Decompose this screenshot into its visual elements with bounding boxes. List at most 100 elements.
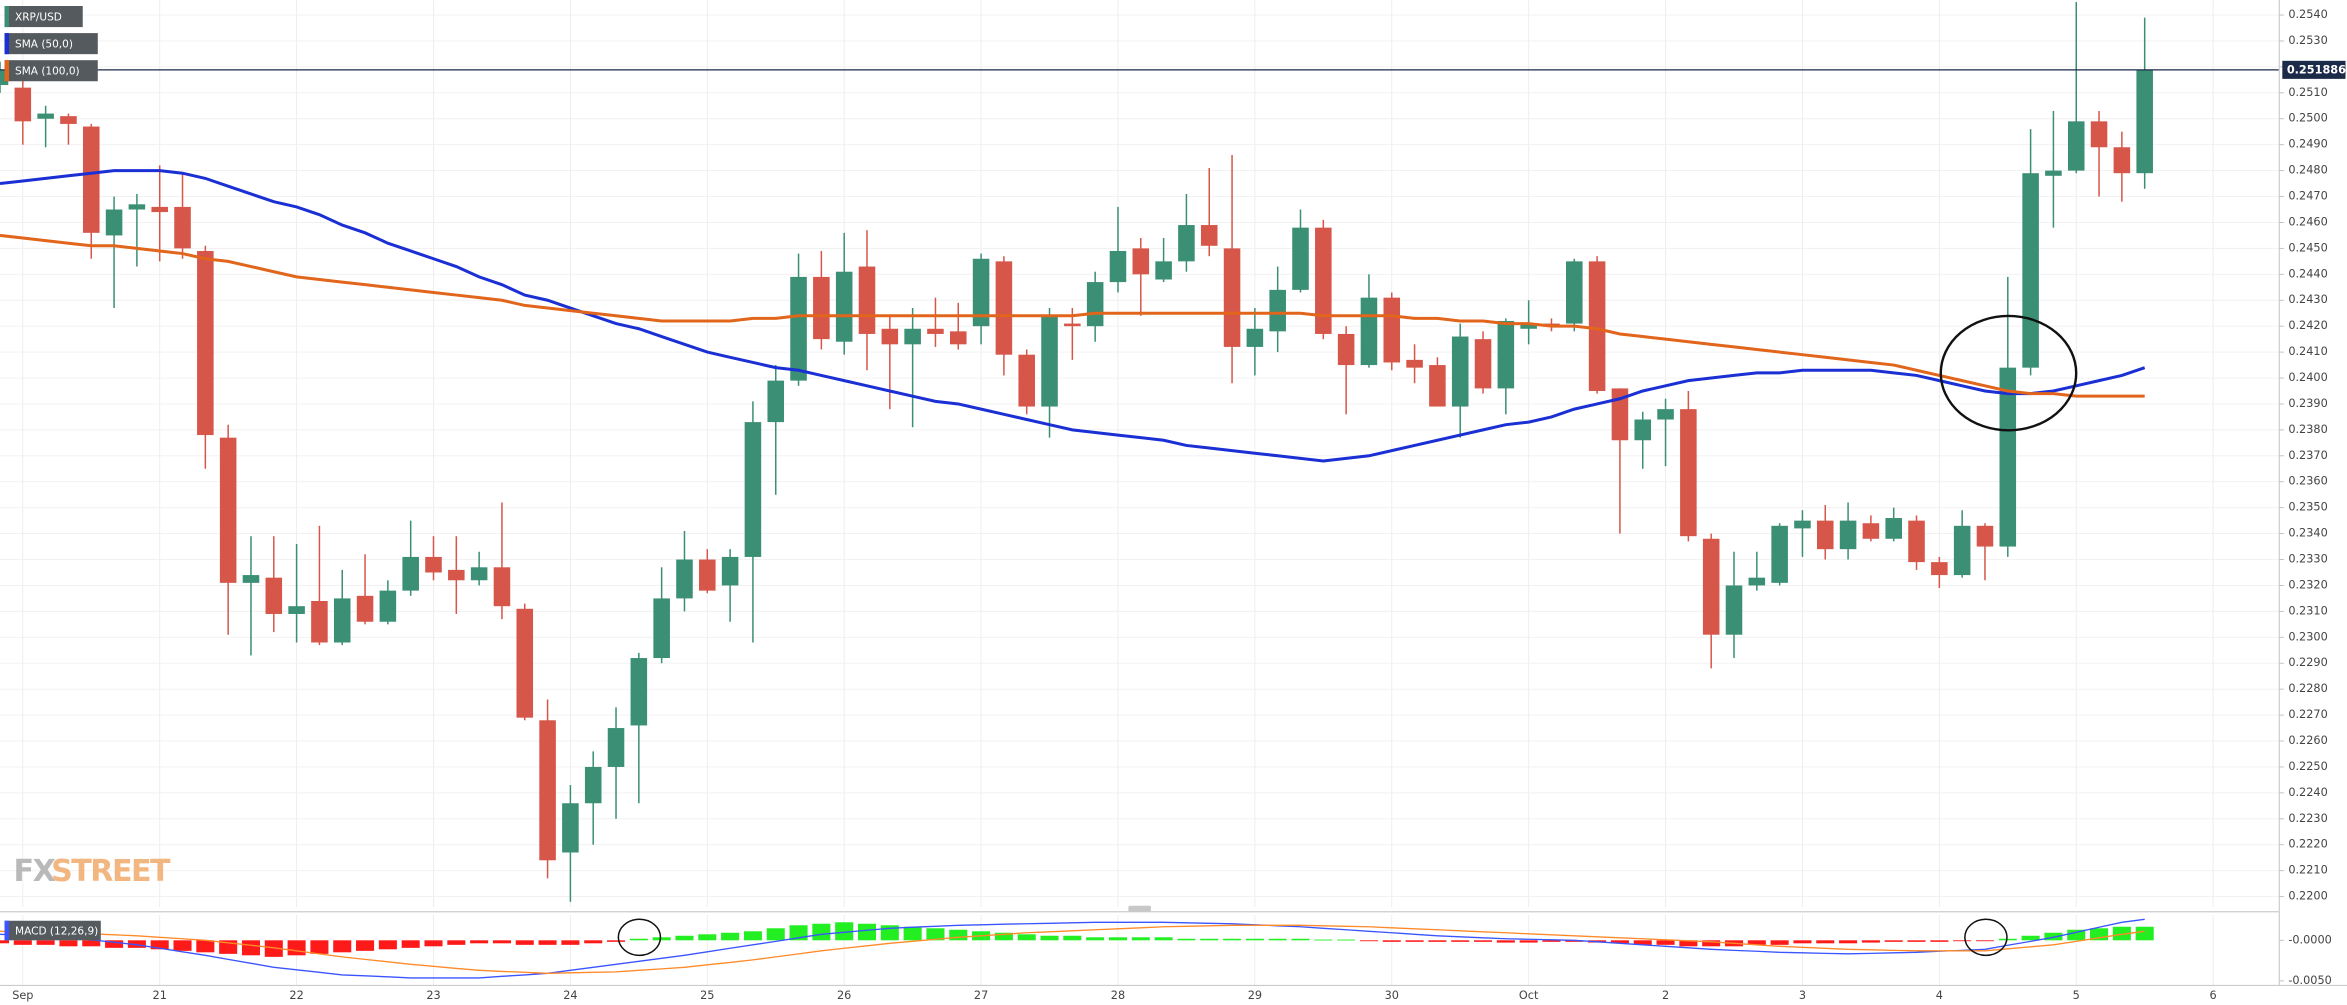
y-tick-label: 0.2460: [2288, 215, 2327, 228]
y-tick-label: 0.2500: [2288, 112, 2327, 125]
macd-bar: [1884, 940, 1903, 942]
legend-label: SMA (100,0): [15, 65, 80, 77]
macd-bar: [1337, 939, 1356, 941]
candle-body: [197, 250, 214, 436]
macd-bar: [1428, 940, 1447, 942]
macd-bar: [287, 940, 306, 956]
macd-bar: [150, 940, 169, 950]
legend-swatch: [4, 60, 10, 82]
candle-body: [151, 206, 168, 213]
macd-bar: [2021, 935, 2040, 941]
x-tick-label: 27: [974, 989, 988, 1002]
candle-body: [1451, 336, 1469, 407]
candle-body: [311, 601, 328, 643]
y-tick-label: 0.2270: [2288, 708, 2327, 721]
candle-body: [1953, 525, 1971, 576]
candle-body: [1839, 520, 1857, 550]
macd-bar: [1930, 940, 1949, 942]
candle-body: [584, 766, 602, 804]
annotation-circle: [617, 918, 662, 957]
legend-label: SMA (50,0): [15, 38, 73, 50]
macd-bar: [13, 940, 32, 945]
candle-body: [105, 209, 123, 236]
y-tick-label: 0.2340: [2288, 527, 2327, 540]
candle-body: [949, 331, 967, 345]
macd-bar: [1907, 940, 1926, 942]
macd-bar: [926, 928, 945, 941]
candle-body: [1429, 365, 1446, 407]
candle-body: [516, 608, 534, 718]
candle-body: [972, 258, 990, 327]
legend-box: [4, 60, 98, 82]
y-tick-label: 0.2200: [2288, 890, 2327, 903]
legend-swatch: [4, 33, 10, 55]
y-tick-label: 0.2220: [2288, 838, 2327, 851]
candle-body: [562, 803, 579, 853]
candle-body: [2136, 69, 2153, 174]
macd-bar: [1610, 940, 1629, 944]
candle-body: [1885, 518, 1902, 539]
macd-bar: [333, 940, 352, 953]
macd-bar: [812, 923, 831, 941]
macd-bar: [1200, 938, 1219, 941]
macd-bar: [994, 932, 1013, 941]
x-tick-label: 3: [1799, 989, 1806, 1002]
x-tick-label: 2: [1662, 989, 1669, 1002]
x-tick-label: 6: [2210, 989, 2217, 1002]
macd-bar: [1998, 938, 2017, 941]
macd-bar: [1793, 940, 1812, 944]
candle-body: [995, 261, 1013, 355]
candle-body: [1702, 538, 1720, 635]
resize-handle[interactable]: [1128, 905, 1151, 912]
candle-body: [1064, 323, 1081, 327]
macd-bar: [743, 931, 762, 941]
y-tick-label: 0.2510: [2288, 86, 2327, 99]
x-tick-label: 21: [153, 989, 167, 1002]
macd-bar: [903, 926, 922, 941]
candle-body: [2022, 173, 2039, 368]
main-layer: 0.251886: [0, 2, 2346, 979]
candle-body: [1680, 409, 1697, 537]
legend: XRP/USD SMA (50,0) SMA (100,0) MACD (12,26,…: [4, 6, 101, 941]
macd-bar: [1040, 935, 1059, 941]
candle-body: [60, 116, 77, 124]
macd-bar: [0, 940, 10, 944]
macd-bar: [606, 940, 626, 942]
candle-body: [0, 69, 9, 86]
macd-bar: [835, 922, 854, 941]
candle-body: [174, 206, 191, 249]
candle-body: [927, 328, 944, 334]
candle-body: [767, 380, 785, 423]
y-tick-label: 0.2240: [2288, 786, 2327, 799]
candle-body: [37, 113, 54, 119]
candle-body: [1132, 248, 1150, 275]
macd-bar: [584, 940, 603, 944]
candle-body: [1406, 359, 1423, 368]
macd-bar: [1839, 940, 1858, 944]
y-tick-label: 0.2410: [2288, 345, 2327, 358]
candle-body: [402, 556, 419, 591]
candle-body: [1200, 225, 1218, 246]
y-tick-label: 0.2300: [2288, 630, 2327, 643]
macd-bar: [1747, 940, 1766, 945]
macd-bar: [949, 929, 968, 941]
candle-body: [425, 556, 442, 573]
candle-body: [288, 606, 305, 614]
macd-bar: [492, 940, 511, 944]
y-tick-label: 0.2230: [2288, 812, 2327, 825]
candle-body: [1634, 419, 1652, 441]
y-tick-label: 0.2540: [2288, 8, 2327, 21]
macd-bar: [241, 940, 261, 956]
macd-bar: [1063, 935, 1082, 941]
macd-bar: [401, 940, 420, 948]
candle-body: [1041, 315, 1058, 407]
y-tick-label: 0.2420: [2288, 319, 2327, 332]
y-tick-label: 0.2320: [2288, 578, 2327, 591]
macd-line: [0, 918, 2145, 979]
legend-swatch: [4, 6, 10, 28]
macd-bar: [515, 940, 534, 945]
y-tick-label: 0.2490: [2288, 138, 2327, 151]
candle-body: [1292, 227, 1309, 290]
legend-label: XRP/USD: [15, 11, 62, 23]
